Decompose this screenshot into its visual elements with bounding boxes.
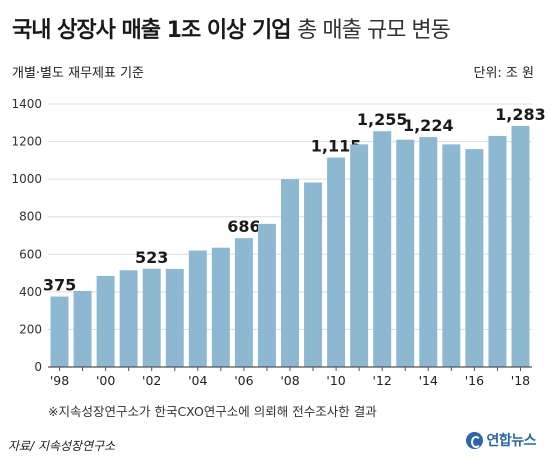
bar [304, 182, 323, 367]
bar [96, 275, 115, 367]
unit-label: 단위: 조 원 [473, 66, 535, 81]
y-tick-label: 1000 [11, 172, 42, 186]
bar [396, 139, 415, 367]
bar [419, 137, 438, 367]
y-tick-label: 1400 [11, 97, 42, 111]
x-tick-label: '08 [280, 373, 299, 388]
source-label: 자료/ 지속성장연구소 [8, 439, 116, 453]
y-tick-label: 800 [19, 210, 42, 224]
yonhap-logo-icon [466, 431, 484, 449]
bar [188, 250, 207, 367]
data-label: 686 [227, 217, 260, 236]
basis-note: 개별·별도 재무제표 기준 [12, 66, 144, 81]
y-tick-label: 400 [19, 285, 42, 299]
y-tick-label: 600 [19, 247, 42, 261]
bar [165, 268, 184, 367]
data-label: 1,224 [403, 116, 454, 135]
y-tick-label: 1200 [11, 135, 42, 149]
bar [73, 290, 92, 367]
footnote: ※지속성장연구소가 한국CXO연구소에 의뢰해 전수조사한 결과 [48, 404, 377, 419]
bar [511, 125, 530, 368]
y-tick-label: 200 [19, 322, 42, 336]
x-tick-label: '02 [142, 373, 161, 388]
y-tick-label: 0 [34, 360, 42, 374]
x-tick-label: '98 [50, 373, 69, 388]
x-tick-label: '16 [465, 373, 484, 388]
data-label: 375 [43, 276, 76, 295]
bar [465, 149, 484, 367]
bar [50, 296, 69, 367]
data-label: 523 [135, 248, 168, 267]
data-label: 1,255 [357, 110, 408, 129]
x-tick-label: '06 [234, 373, 253, 388]
x-tick-label: '00 [96, 373, 115, 388]
bar [442, 144, 461, 367]
bar [142, 268, 161, 367]
title-light: 총 매출 규모 변동 [297, 18, 451, 43]
bar [281, 179, 299, 367]
bar [350, 144, 369, 367]
chart-title: 국내 상장사 매출 1조 이상 기업 총 매출 규모 변동 [12, 12, 451, 44]
logo-text: 연합뉴스 [486, 433, 536, 449]
x-tick-label: '12 [373, 373, 392, 388]
bar [327, 157, 346, 367]
bar [488, 135, 507, 367]
bar [257, 223, 276, 367]
yonhap-logo: 연합뉴스 [466, 430, 536, 450]
bar [373, 131, 392, 367]
x-tick-label: '10 [326, 373, 345, 388]
x-tick-label: '04 [188, 373, 207, 388]
title-bold: 국내 상장사 매출 1조 이상 기업 [12, 18, 291, 43]
data-label: 1,115 [311, 137, 362, 156]
bar [119, 270, 138, 367]
x-tick-label: '18 [511, 373, 530, 388]
bar [234, 238, 253, 367]
x-tick-label: '14 [419, 373, 438, 388]
data-label: 1,283 [495, 105, 546, 124]
bar [211, 247, 230, 367]
